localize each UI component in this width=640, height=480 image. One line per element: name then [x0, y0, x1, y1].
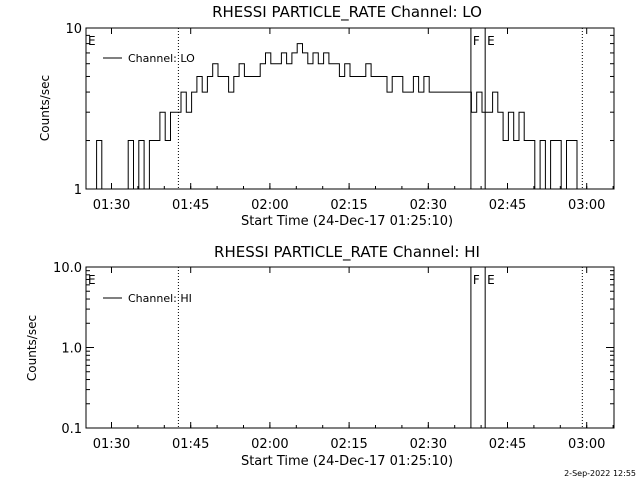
x-tick-label-hi-6: 03:00: [568, 437, 605, 452]
y-tick-label-lo-0: 1: [74, 183, 82, 198]
legend-label-lo: Channel: LO: [128, 52, 195, 65]
axis-ticks-lo: 01:30 01:45 02:00 02:15 02:30 02:45 03:00 1 10: [65, 22, 614, 213]
chart-panel-hi: RHESSI PARTICLE_RATE Channel: HI Counts/…: [25, 243, 615, 469]
x-tick-label-lo-3: 02:15: [330, 198, 367, 213]
reference-lines-hi: [177, 267, 583, 428]
chart-title-hi: RHESSI PARTICLE_RATE Channel: HI: [214, 243, 480, 262]
axis-ticks-hi: 01:30 01:45 02:00 02:15 02:30 02:45 03:00 0.1 1.…: [53, 261, 614, 452]
x-tick-label-lo-6: 03:00: [568, 198, 605, 213]
x-tick-label-lo-5: 02:45: [489, 198, 526, 213]
x-tick-label-lo-2: 02:00: [251, 198, 288, 213]
event-marker-hi-1: F: [473, 273, 480, 287]
x-tick-label-hi-0: 01:30: [93, 437, 130, 452]
y-tick-label-lo-1: 10: [65, 22, 82, 37]
chart-title-lo: RHESSI PARTICLE_RATE Channel: LO: [212, 3, 482, 22]
event-marker-lo-0: E: [88, 34, 96, 48]
event-marker-lo-2: E: [487, 34, 495, 48]
footer-date: 2-Sep-2022 12:55: [564, 469, 636, 478]
event-marker-lo-1: F: [473, 34, 480, 48]
y-tick-label-hi-0: 0.1: [61, 422, 82, 437]
y-tick-label-hi-2: 10.0: [53, 261, 82, 276]
legend-label-hi: Channel: HI: [128, 292, 192, 305]
x-tick-label-hi-5: 02:45: [489, 437, 526, 452]
x-tick-label-lo-4: 02:30: [410, 198, 447, 213]
plot-frame-lo: [85, 27, 615, 190]
series-lines-lo: [86, 43, 593, 190]
chart-panel-lo: RHESSI PARTICLE_RATE Channel: LO Counts/…: [38, 3, 615, 229]
x-axis-label-hi: Start Time (24-Dec-17 01:25:10): [241, 454, 453, 469]
x-tick-label-hi-3: 02:15: [330, 437, 367, 452]
x-tick-label-hi-2: 02:00: [251, 437, 288, 452]
x-tick-label-lo-1: 01:45: [172, 198, 209, 213]
series-line-lo-0: [86, 43, 593, 190]
x-axis-label-lo: Start Time (24-Dec-17 01:25:10): [241, 214, 453, 229]
x-tick-label-lo-0: 01:30: [93, 198, 130, 213]
legend-lo: Channel: LO: [103, 52, 195, 65]
y-tick-label-hi-1: 1.0: [61, 342, 82, 357]
x-tick-label-hi-1: 01:45: [172, 437, 209, 452]
x-tick-label-hi-4: 02:30: [410, 437, 447, 452]
legend-hi: Channel: HI: [103, 292, 192, 305]
event-marker-hi-2: E: [487, 273, 495, 287]
y-axis-label-hi: Counts/sec: [25, 315, 39, 381]
y-axis-label-lo: Counts/sec: [38, 75, 52, 141]
event-marker-hi-0: E: [88, 273, 96, 287]
